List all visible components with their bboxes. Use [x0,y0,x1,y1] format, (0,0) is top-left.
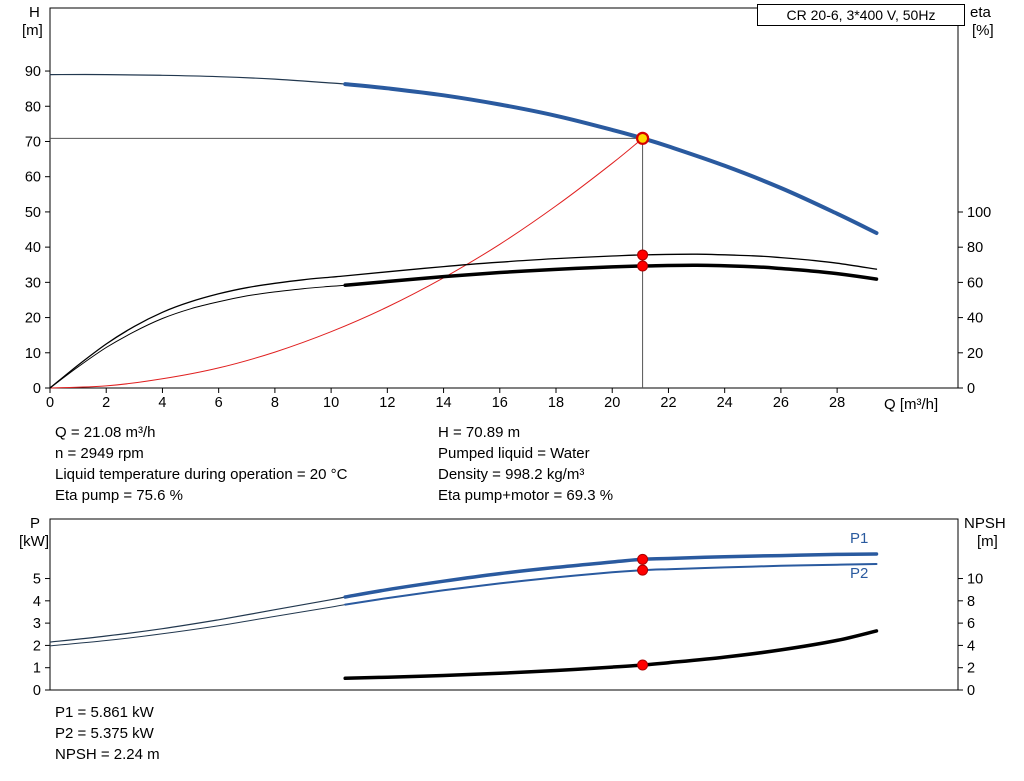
y-right-tick-label: 0 [967,683,975,699]
y-right-tick-label: 6 [967,616,975,632]
q-axis-label: Q [m³/h] [884,396,939,413]
pump-title-box: CR 20-6, 3*400 V, 50Hz [757,4,965,26]
info-eta-pump-motor: Eta pump+motor = 69.3 % [438,487,614,504]
p-axis-unit: [kW] [19,533,49,550]
info-p2: P2 = 5.375 kW [55,725,154,742]
system-curve [49,137,644,389]
marker-dot [637,260,649,272]
p-axis-label: P [30,515,41,532]
p2-curve-extension [49,604,346,647]
h-curve [343,82,879,235]
duty-info-left: Q = 21.08 m³/h n = 2949 rpm Liquid tempe… [55,422,347,506]
y-left-tick-label: 60 [25,170,41,186]
y-left-tick-label: 40 [25,240,41,256]
y-left-tick-label: 30 [25,275,41,291]
x-tick-label: 16 [492,395,508,411]
x-tick-label: 2 [102,395,110,411]
eta-axis-label: eta [970,4,991,21]
info-temp: Liquid temperature during operation = 20… [55,466,348,483]
y-right-tick-label: 100 [967,205,991,221]
y-right-tick-label: 40 [967,311,983,327]
info-liquid: Pumped liquid = Water [438,445,590,462]
y-left-tick-label: 5 [33,572,41,588]
y-left-tick-label: 20 [25,311,41,327]
info-npsh: NPSH = 2.24 m [55,746,160,763]
marker-dot [637,553,649,565]
info-h: H = 70.89 m [438,424,521,441]
y-right-tick-label: 0 [967,381,975,397]
plot-border [49,7,959,389]
info-density: Density = 998.2 kg/m³ [438,466,585,483]
y-left-tick-label: 70 [25,134,41,150]
y-right-tick-label: 20 [967,346,983,362]
marker-dot [637,249,649,261]
info-p1: P1 = 5.861 kW [55,704,154,721]
eta-axis-unit: [%] [972,22,994,39]
x-tick-label: 8 [271,395,279,411]
x-tick-label: 26 [773,395,789,411]
info-eta-pump: Eta pump = 75.6 % [55,487,183,504]
y-left-tick-label: 90 [25,64,41,80]
y-left-tick-label: 50 [25,205,41,221]
eta-pump-curve [49,253,878,389]
x-tick-label: 20 [604,395,620,411]
x-tick-label: 6 [215,395,223,411]
duty-point [635,131,650,145]
p2-curve-label: P2 [850,565,869,582]
y-right-tick-label: 2 [967,661,975,677]
p1-curve [343,552,879,599]
y-right-tick-label: 60 [967,275,983,291]
y-left-tick-label: 80 [25,99,41,115]
y-left-tick-label: 2 [33,638,41,654]
y-left-tick-label: 3 [33,616,41,632]
x-tick-label: 28 [829,395,845,411]
p1-curve-extension [49,596,346,643]
h-axis-unit: [m] [22,22,43,39]
x-tick-label: 12 [379,395,395,411]
y-right-tick-label: 4 [967,638,975,654]
p1-curve-label: P1 [850,530,869,547]
y-left-tick-label: 0 [33,381,41,397]
y-left-tick-label: 10 [25,346,41,362]
x-tick-label: 10 [323,395,339,411]
marker-dot [637,564,649,576]
p2-curve [344,563,878,606]
eta-pump-motor-extension [49,284,346,389]
y-right-tick-label: 80 [967,240,983,256]
h-curve-extension [49,73,346,85]
x-tick-label: 24 [717,395,733,411]
y-right-tick-label: 10 [967,572,983,588]
h-axis-label: H [29,4,40,21]
power-info: P1 = 5.861 kW P2 = 5.375 kW NPSH = 2.24 … [55,702,160,765]
npsh-axis-label: NPSH [964,515,1006,532]
y-left-tick-label: 1 [33,661,41,677]
duty-info-right: H = 70.89 m Pumped liquid = Water Densit… [438,422,613,506]
plot-border [49,518,959,691]
y-right-tick-label: 8 [967,594,975,610]
marker-dot [637,659,649,671]
x-tick-label: 18 [548,395,564,411]
x-tick-label: 4 [158,395,166,411]
info-q: Q = 21.08 m³/h [55,424,156,441]
x-tick-label: 14 [435,395,451,411]
y-left-tick-label: 0 [33,683,41,699]
info-n: n = 2949 rpm [55,445,144,462]
x-tick-label: 0 [46,395,54,411]
x-tick-label: 22 [660,395,676,411]
npsh-curve [343,629,879,681]
y-left-tick-label: 4 [33,594,41,610]
npsh-axis-unit: [m] [977,533,998,550]
